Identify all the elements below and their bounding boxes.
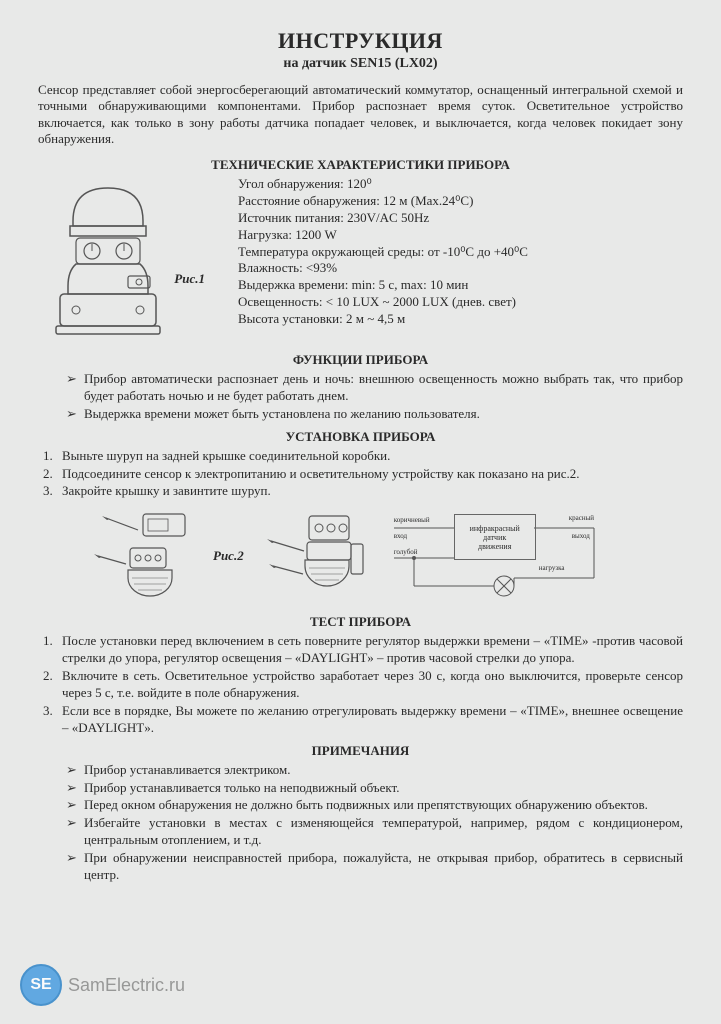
watermark-text: SamElectric.ru [68, 975, 185, 996]
list-item: Выньте шуруп на задней крышке соединител… [56, 448, 683, 465]
wire-label-blue: голубой [394, 548, 418, 556]
page-title: ИНСТРУКЦИЯ [38, 28, 683, 54]
list-item: Закройте крышку и завинтите шуруп. [56, 483, 683, 500]
figure-1: Рис.1 [38, 176, 193, 346]
spec-line: Высота установки: 2 м ~ 4,5 м [238, 311, 528, 328]
test-heading: ТЕСТ ПРИБОРА [38, 614, 683, 630]
wire-label-out: выход [572, 532, 590, 540]
list-item: Если все в порядке, Вы можете по желанию… [56, 703, 683, 737]
watermark-badge-icon: SE [20, 964, 62, 1006]
functions-list: Прибор автоматически распознает день и н… [38, 371, 683, 423]
list-item: Избегайте установки в местах с изменяюще… [66, 815, 683, 849]
intro-paragraph: Сенсор представляет собой энергосберегаю… [38, 82, 683, 147]
page-subtitle: на датчик SEN15 (LX02) [38, 56, 683, 72]
install-heading: УСТАНОВКА ПРИБОРА [38, 429, 683, 445]
spec-line: Влажность: <93% [238, 260, 528, 277]
document-page: ИНСТРУКЦИЯ на датчик SEN15 (LX02) Сенсор… [0, 0, 721, 910]
list-item: Перед окном обнаружения не должно быть п… [66, 797, 683, 814]
watermark: SE SamElectric.ru [20, 964, 185, 1006]
exploded-view-1-icon [88, 506, 198, 606]
list-item: Подсоедините сенсор к электропитанию и о… [56, 466, 683, 483]
specs-row: Рис.1 Угол обнаружения: 120⁰ Расстояние … [38, 176, 683, 346]
notes-list: Прибор устанавливается электриком. Прибо… [38, 762, 683, 884]
wiring-box-line: инфракрасный [470, 524, 520, 533]
spec-line: Температура окружающей среды: от -10⁰C д… [238, 244, 528, 261]
wiring-sensor-box: инфракрасный датчик движения [454, 514, 536, 560]
wiring-box-line: движения [478, 542, 511, 551]
figure-2-label: Рис.2 [213, 548, 244, 564]
list-item: Прибор устанавливается электриком. [66, 762, 683, 779]
spec-line: Расстояние обнаружения: 12 м (Max.24⁰C) [238, 193, 528, 210]
functions-heading: ФУНКЦИИ ПРИБОРА [38, 352, 683, 368]
wire-label-load: нагрузка [539, 564, 565, 572]
list-item: Прибор устанавливается только на неподви… [66, 780, 683, 797]
list-item: Включите в сеть. Осветительное устройств… [56, 668, 683, 702]
list-item: Выдержка времени может быть установлена … [66, 406, 683, 423]
list-item: После установки перед включением в сеть … [56, 633, 683, 667]
wire-label-red: красный [569, 514, 594, 522]
sensor-drawing-icon [38, 176, 193, 341]
wire-label-brown: коричневый [394, 516, 430, 524]
wiring-box-line: датчик [483, 533, 506, 542]
list-item: При обнаружении неисправностей прибора, … [66, 850, 683, 884]
specs-heading: ТЕХНИЧЕСКИЕ ХАРАКТЕРИСТИКИ ПРИБОРА [38, 157, 683, 173]
specs-list: Угол обнаружения: 120⁰ Расстояние обнару… [193, 176, 528, 328]
list-item: Прибор автоматически распознает день и н… [66, 371, 683, 405]
wire-label-in: вход [394, 532, 407, 540]
figure-2-row: Рис.2 [38, 506, 683, 606]
exploded-view-2-icon [259, 506, 369, 606]
notes-heading: ПРИМЕЧАНИЯ [38, 743, 683, 759]
figure-1-label: Рис.1 [174, 271, 205, 287]
spec-line: Освещенность: < 10 LUX ~ 2000 LUX (днев.… [238, 294, 528, 311]
spec-line: Выдержка времени: min: 5 с, max: 10 мин [238, 277, 528, 294]
wiring-diagram: инфракрасный датчик движения коричневый … [384, 506, 604, 606]
spec-line: Нагрузка: 1200 W [238, 227, 528, 244]
install-list: Выньте шуруп на задней крышке соединител… [38, 448, 683, 501]
spec-line: Источник питания: 230V/AC 50Hz [238, 210, 528, 227]
spec-line: Угол обнаружения: 120⁰ [238, 176, 528, 193]
test-list: После установки перед включением в сеть … [38, 633, 683, 736]
